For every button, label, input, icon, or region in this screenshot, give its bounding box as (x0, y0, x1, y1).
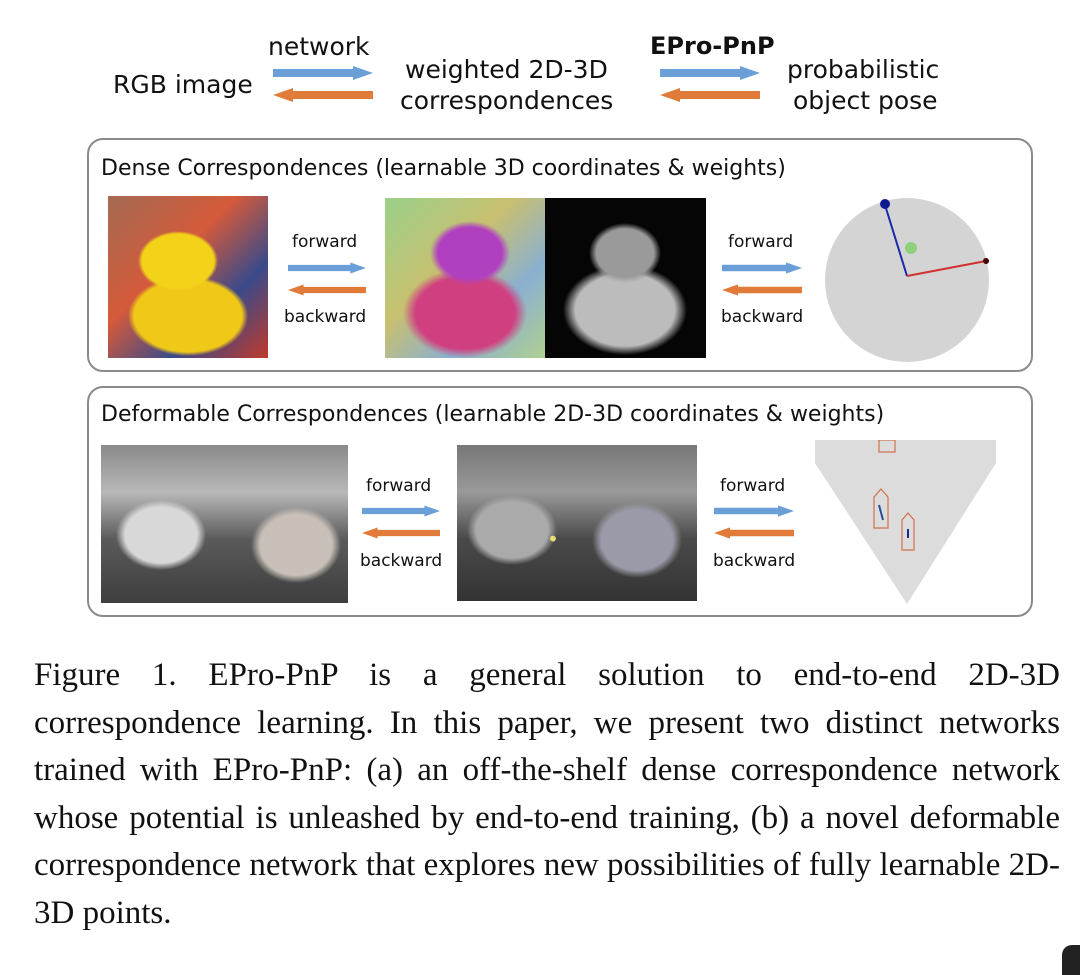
weighted-correspondences-label-line1: weighted 2D-3D (405, 55, 608, 84)
probabilistic-pose-label-line2: object pose (793, 86, 938, 115)
duck-input-image (108, 196, 268, 358)
backward-arrow-icon (714, 526, 794, 540)
rgb-image-label: RGB image (113, 70, 253, 99)
street-input-image (101, 445, 348, 603)
forward-arrow-icon (272, 66, 374, 80)
forward-label: forward (366, 476, 432, 496)
backward-arrow-icon (288, 283, 366, 297)
deformable-correspondences-panel: Deformable Correspondences (learnable 2D… (87, 386, 1033, 617)
forward-arrow-icon (660, 66, 760, 80)
corner-overlay (1062, 945, 1080, 975)
panel-title: Deformable Correspondences (learnable 2D… (101, 402, 885, 427)
epro-pnp-label: EPro-PnP (650, 32, 775, 60)
backward-label: backward (713, 551, 796, 571)
weight-map-image (545, 198, 706, 358)
backward-arrow-icon (272, 88, 374, 102)
probabilistic-pose-label-line1: probabilistic (787, 55, 940, 84)
figure-caption: Figure 1. EPro-PnP is a general solution… (34, 657, 1060, 931)
backward-label: backward (360, 551, 443, 571)
forward-arrow-icon (288, 261, 366, 275)
weighted-correspondences-label-line2: correspondences (400, 86, 614, 115)
forward-arrow-icon (714, 504, 794, 518)
backward-arrow-icon (660, 88, 760, 102)
backward-label: backward (721, 307, 804, 327)
forward-arrow-icon (362, 504, 440, 518)
dense-correspondences-panel: Dense Correspondences (learnable 3D coor… (87, 138, 1033, 372)
pose-distribution-sphere (825, 198, 989, 362)
backward-arrow-icon (362, 526, 440, 540)
birds-eye-view-pose (815, 440, 996, 604)
network-label: network (268, 32, 370, 61)
coordinate-map-image (385, 198, 545, 358)
backward-label: backward (284, 307, 367, 327)
backward-arrow-icon (722, 283, 802, 297)
panel-title: Dense Correspondences (learnable 3D coor… (101, 156, 786, 181)
deformable-points-image (457, 445, 697, 601)
forward-label: forward (728, 232, 794, 252)
forward-label: forward (720, 476, 786, 496)
forward-label: forward (292, 232, 358, 252)
forward-arrow-icon (722, 261, 802, 275)
